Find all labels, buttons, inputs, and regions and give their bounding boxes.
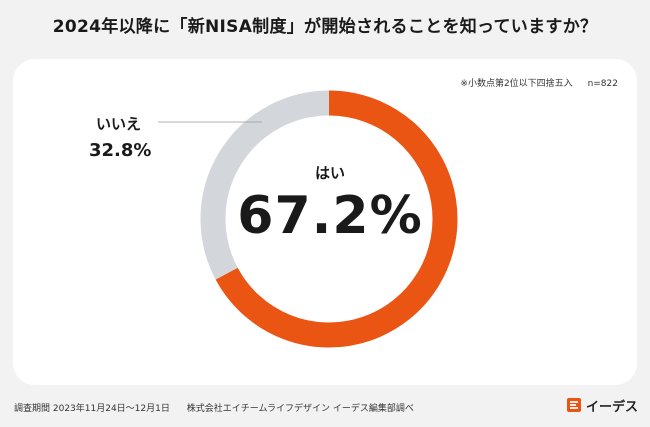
chart-title: 2024年以降に「新NISA制度」が開始されることを知っていますか？ [52,17,598,37]
survey-period: 調査期間 2023年11月24日〜12月1日 [14,404,170,414]
yes-category-label: はい [314,164,345,182]
yes-slice [215,90,458,348]
rounding-note: ※小数点第2位以下四捨五入 [460,79,573,89]
logo-text: イーデス [586,399,639,415]
sample-size: n=822 [587,79,618,89]
yes-value-label: 67.2% [237,186,423,246]
survey-source: 株式会社エイチームライフデザイン イーデス編集部調べ [186,404,414,414]
no-value-label: 32.8% [89,140,152,161]
no-category-label: いいえ [96,115,142,133]
no-slice [200,90,330,280]
brand-logo: イーデス [566,394,638,416]
chart-note: ※小数点第2位以下四捨五入 n=822 [460,76,618,89]
footer: 調査期間 2023年11月24日〜12月1日 株式会社エイチームライフデザイン … [14,401,414,414]
logo-mark-icon [566,397,582,413]
